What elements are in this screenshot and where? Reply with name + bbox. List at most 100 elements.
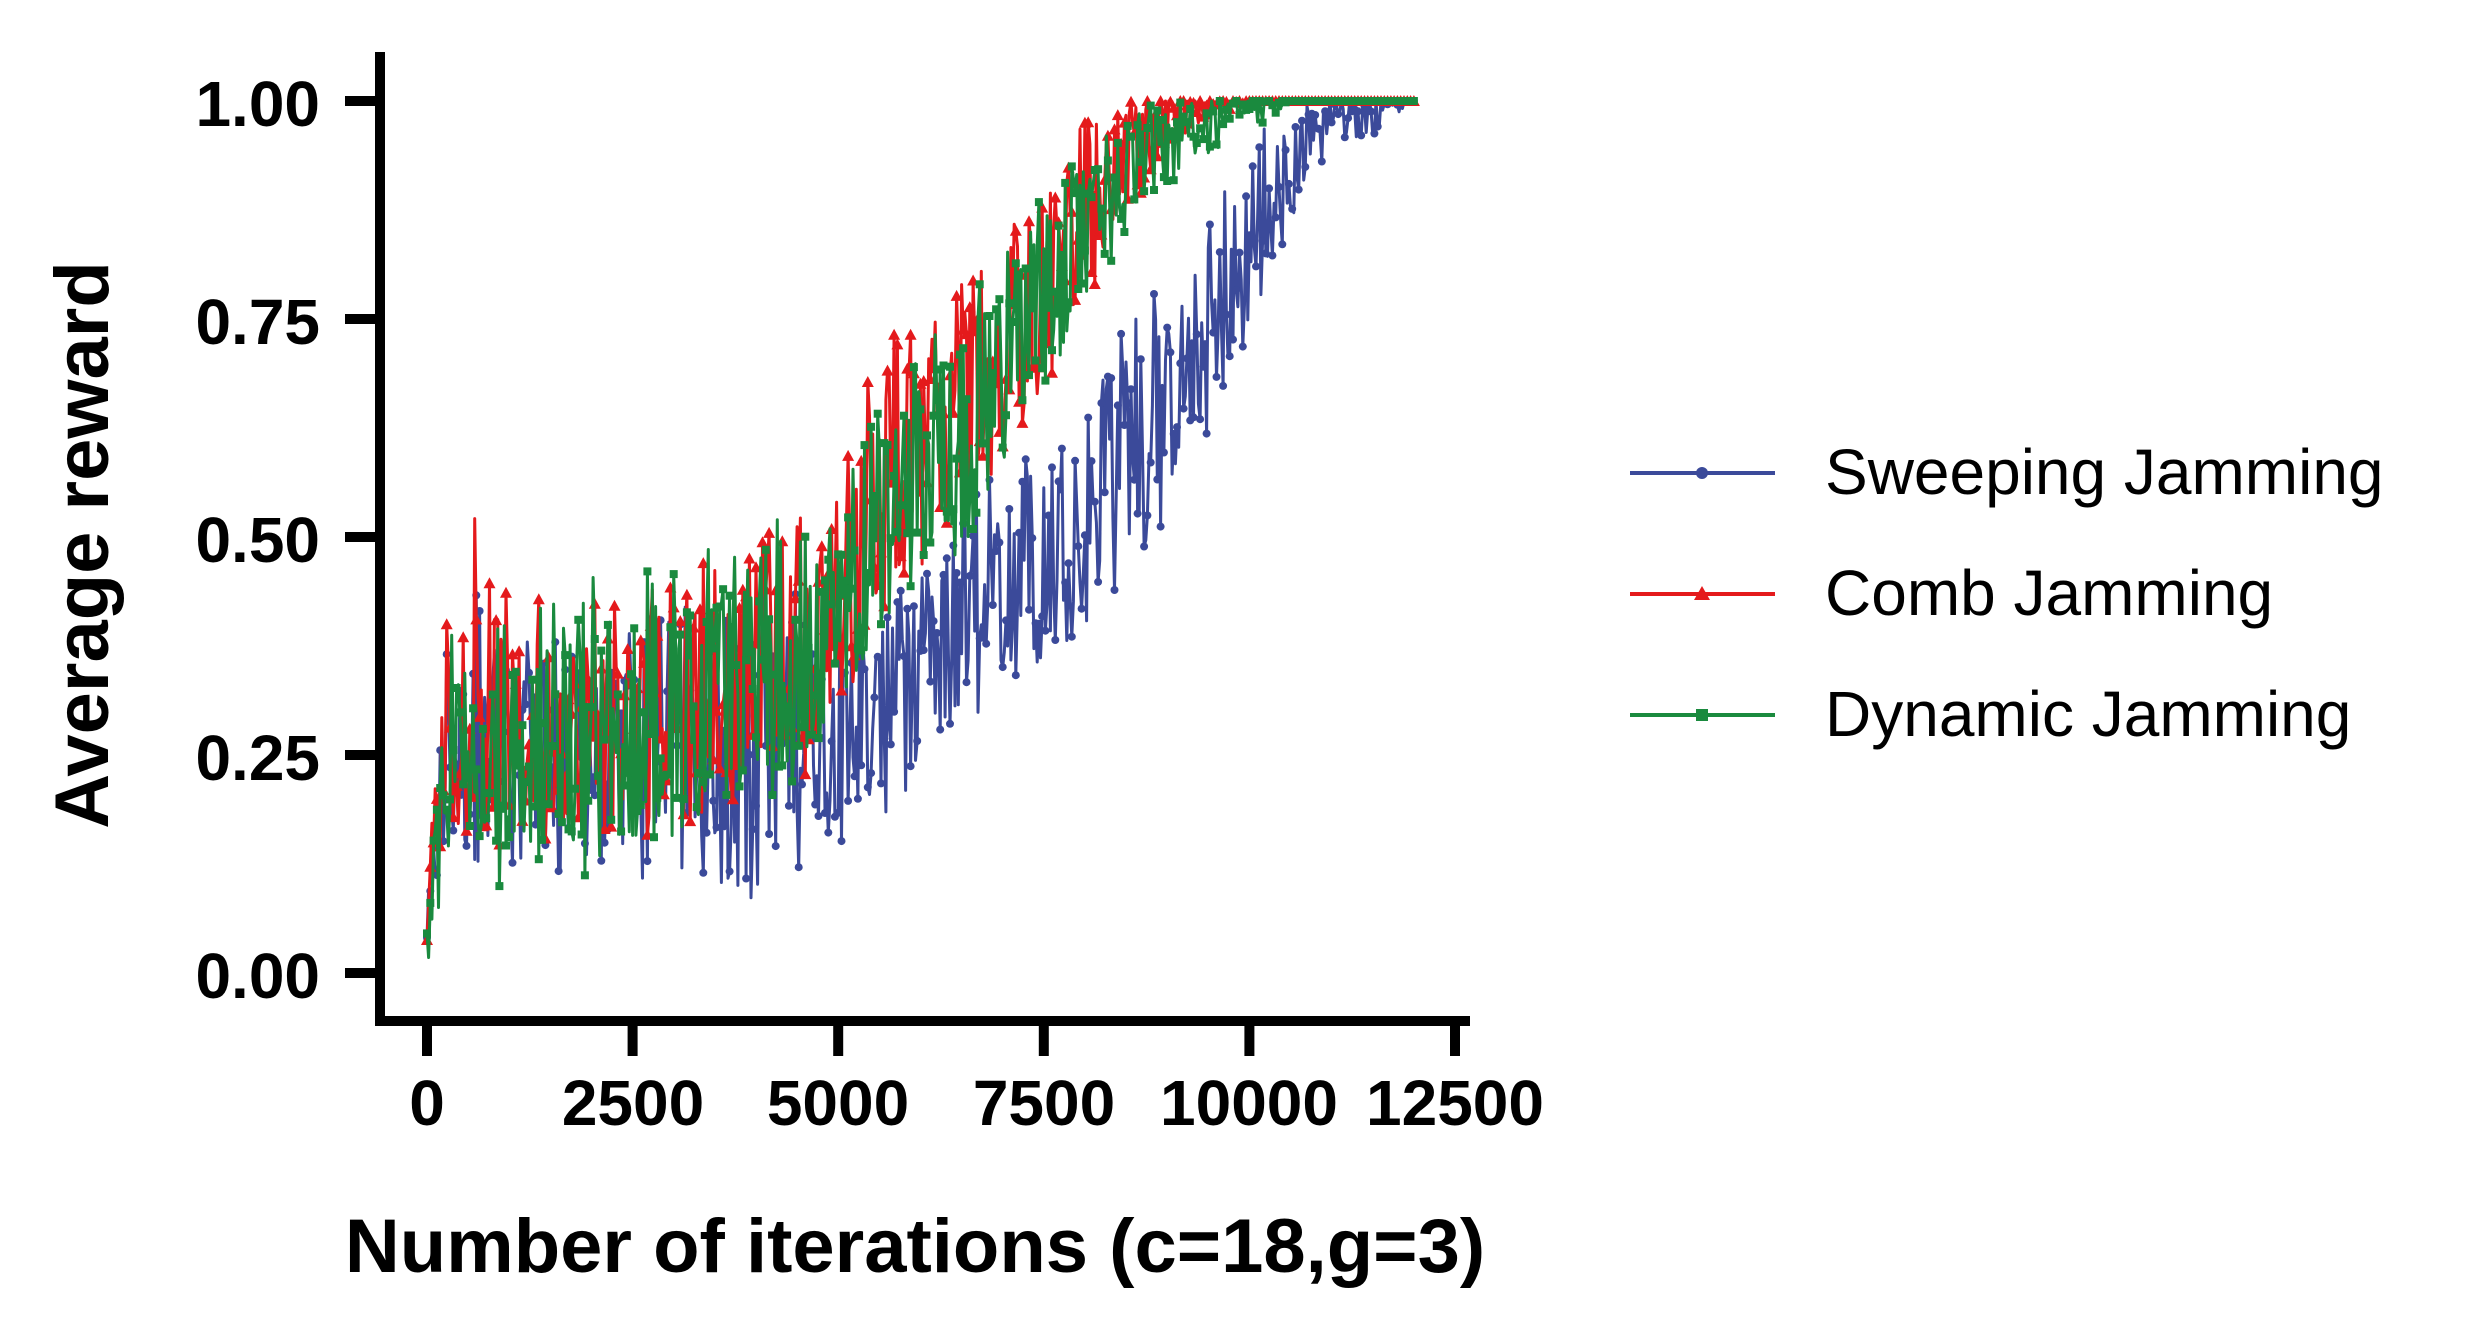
data-point — [508, 858, 517, 867]
data-point — [1051, 636, 1060, 644]
data-point — [1271, 108, 1280, 117]
data-point — [898, 566, 910, 578]
data-point — [1094, 165, 1103, 174]
data-point — [1199, 135, 1208, 144]
data-point — [811, 800, 820, 809]
data-point — [998, 443, 1007, 452]
data-point — [567, 827, 576, 836]
data-point — [860, 441, 869, 450]
data-point — [949, 505, 958, 514]
data-point — [613, 690, 622, 699]
data-point — [722, 790, 731, 799]
data-point — [1166, 348, 1175, 357]
data-point — [531, 802, 540, 811]
data-point — [440, 618, 453, 630]
data-point — [1258, 118, 1267, 127]
y-axis-title: Average reward — [40, 261, 125, 828]
data-point — [423, 929, 431, 938]
data-point — [709, 644, 718, 653]
data-point — [1340, 133, 1349, 142]
data-point — [844, 513, 853, 522]
data-point — [1176, 359, 1185, 368]
data-point — [1015, 270, 1024, 279]
data-point — [896, 586, 905, 595]
data-point — [1064, 298, 1073, 307]
data-point — [1034, 198, 1043, 207]
data-point — [965, 572, 974, 580]
data-point — [886, 534, 895, 543]
data-point — [761, 545, 770, 554]
data-point — [891, 338, 904, 350]
data-point — [1202, 109, 1211, 118]
data-point — [946, 719, 954, 728]
data-point — [506, 648, 519, 660]
data-point — [857, 761, 866, 770]
data-point — [1051, 287, 1060, 296]
data-point — [1087, 193, 1096, 202]
data-point — [955, 578, 964, 587]
data-point — [1176, 98, 1185, 107]
data-point — [561, 651, 570, 660]
data-point — [861, 376, 874, 387]
data-point — [909, 363, 918, 372]
data-point — [982, 408, 991, 417]
data-point — [758, 655, 767, 664]
data-point — [919, 551, 928, 559]
data-point — [789, 592, 802, 604]
data-point — [900, 411, 908, 420]
data-point — [821, 809, 829, 817]
data-point — [1232, 286, 1241, 294]
data-point — [663, 770, 672, 779]
data-point — [1298, 116, 1306, 125]
data-point — [465, 822, 474, 830]
data-point — [942, 507, 951, 516]
y-tick-label: 0.25 — [195, 722, 320, 794]
data-point — [710, 704, 723, 716]
data-point — [600, 838, 609, 847]
data-point — [883, 441, 892, 449]
data-point — [1205, 220, 1214, 229]
data-point — [827, 600, 836, 609]
data-point — [551, 690, 560, 699]
data-point — [1294, 185, 1303, 194]
x-tick-label: 10000 — [1160, 1067, 1338, 1139]
data-point — [548, 742, 556, 750]
data-point — [1265, 184, 1274, 193]
data-point — [867, 422, 876, 431]
data-point — [1088, 278, 1101, 289]
data-point — [1150, 186, 1158, 194]
data-point — [995, 538, 1004, 547]
data-point — [1107, 256, 1116, 265]
data-point — [975, 280, 984, 289]
data-point — [1215, 248, 1224, 257]
data-point — [515, 739, 524, 748]
data-point — [705, 770, 714, 779]
data-point — [1110, 586, 1119, 594]
data-point — [462, 841, 471, 850]
data-point — [794, 741, 803, 750]
data-point — [1314, 124, 1323, 133]
data-point — [646, 730, 655, 738]
data-point — [768, 791, 777, 799]
data-point — [1192, 139, 1201, 147]
data-point — [752, 733, 760, 742]
data-point — [1054, 477, 1063, 486]
data-point — [1173, 118, 1181, 127]
data-point — [679, 795, 688, 803]
data-point — [669, 570, 678, 579]
data-point — [1061, 178, 1070, 187]
series-layer — [421, 95, 1420, 959]
data-point — [1291, 123, 1300, 131]
data-point — [1038, 612, 1047, 621]
data-point — [748, 685, 757, 693]
data-point — [1034, 619, 1043, 628]
data-point — [1169, 176, 1178, 185]
data-point — [630, 624, 639, 633]
data-point — [1008, 318, 1017, 326]
data-point — [771, 842, 780, 851]
data-point — [449, 826, 458, 835]
data-point — [478, 724, 487, 733]
data-point — [1189, 132, 1198, 141]
data-point — [877, 779, 885, 788]
data-point — [742, 656, 751, 665]
